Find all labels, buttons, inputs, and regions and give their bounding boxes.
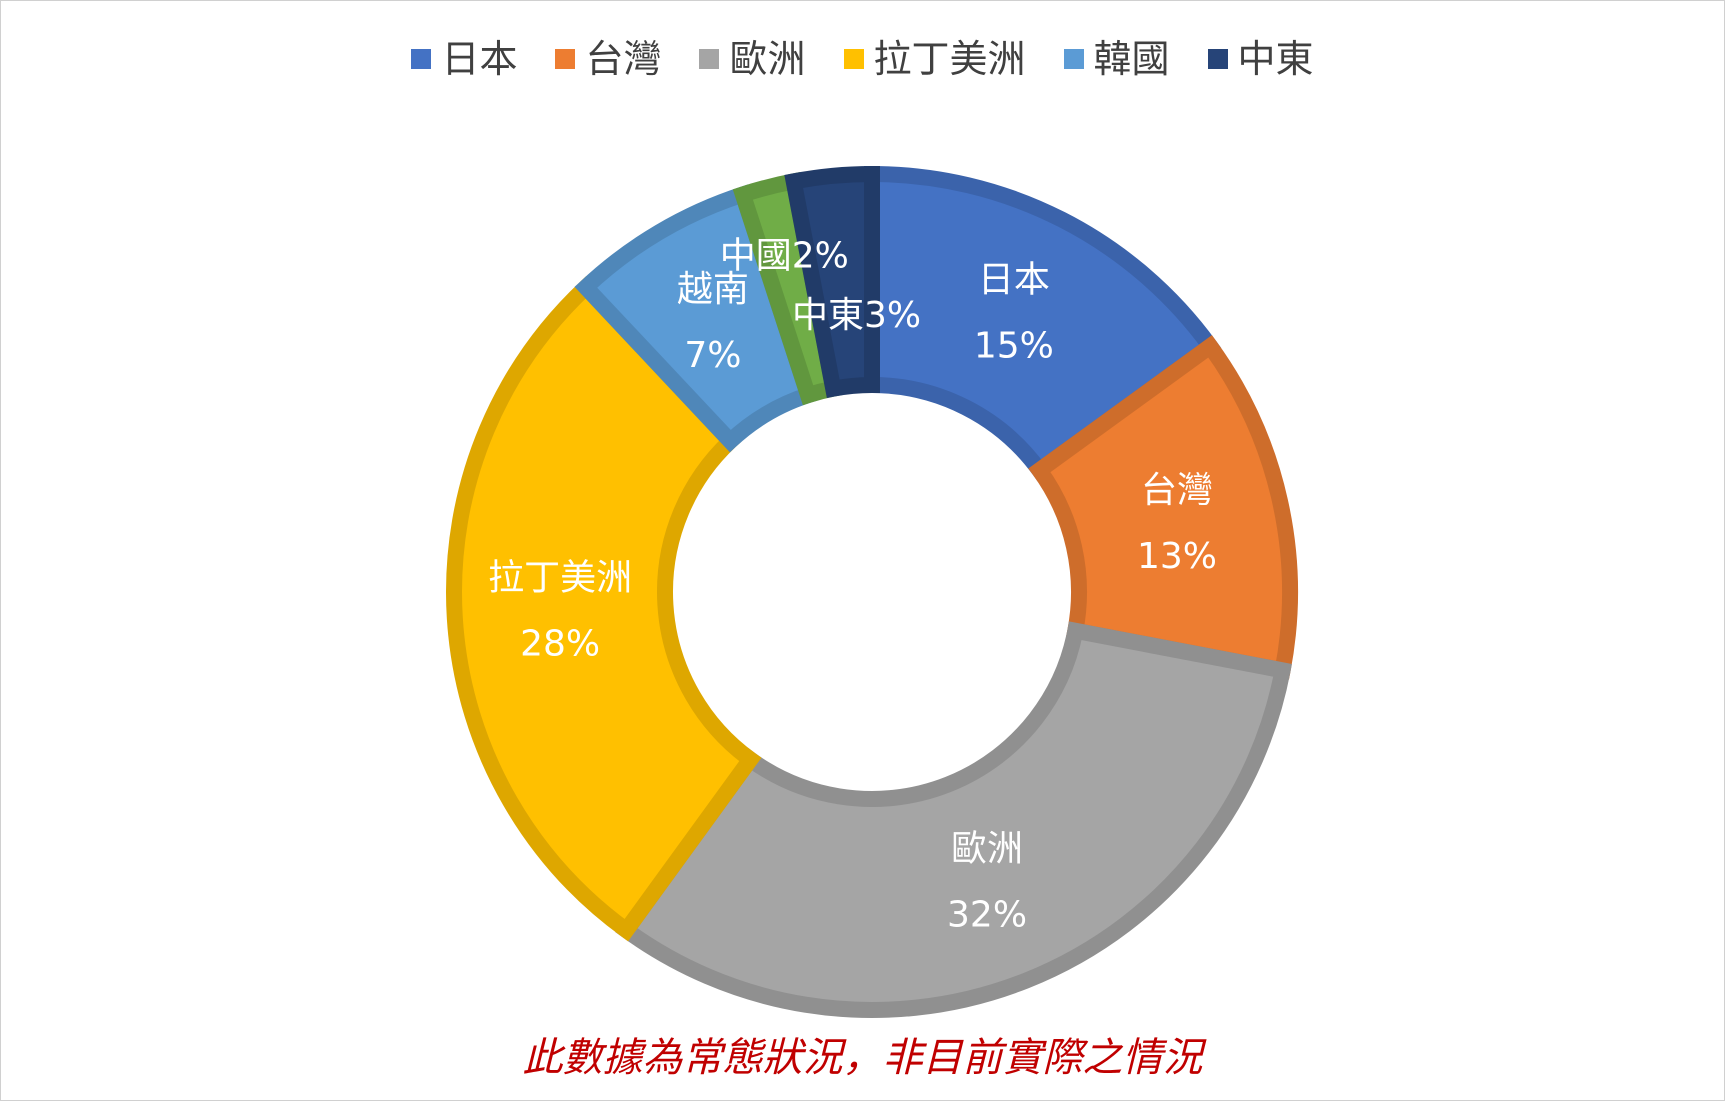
legend-item: 中東 (1207, 37, 1314, 81)
doughnut-slice (864, 165, 1222, 482)
slice-label-percent: 28% (520, 624, 600, 665)
legend-item: 拉丁美洲 (843, 37, 1026, 81)
legend-swatch (1207, 49, 1228, 69)
doughnut-chart: 日本 15% 台灣 13% 歐洲 32% 拉丁美洲 28% 越南 7% 中國2% 中東3% (446, 165, 1298, 1018)
doughnut-slice (1028, 335, 1298, 680)
legend-item: 日本 (411, 40, 517, 78)
doughnut-slice (784, 165, 880, 399)
legend-swatch (555, 49, 576, 69)
legend-label: 中東 (1237, 37, 1314, 81)
slice-label-percent: 13% (1137, 536, 1217, 577)
legend-item: 台灣 (555, 40, 661, 78)
slice-label-category: 歐洲 (951, 829, 1023, 870)
slice-label-category: 日本 (978, 260, 1050, 301)
footnote: 此數據為常態狀況，非目前實際之情況 (522, 1035, 1203, 1081)
legend-item: 韓國 (1063, 37, 1170, 81)
legend-label: 日本 (441, 37, 518, 81)
legend-label: 台灣 (585, 37, 662, 81)
legend-swatch (843, 49, 864, 69)
slice-label-category: 越南 (677, 269, 749, 310)
legend-item: 歐洲 (699, 37, 806, 81)
doughnut-slice (446, 275, 762, 942)
slice-label-percent: 15% (974, 326, 1054, 367)
legend-swatch (1063, 49, 1084, 69)
slice-label: 中國2% (720, 235, 849, 276)
legend-swatch (699, 49, 720, 69)
legend-label: 歐洲 (729, 37, 806, 81)
slice-label-percent: 7% (684, 335, 741, 376)
slice-label-category: 台灣 (1141, 470, 1213, 511)
doughnut-slice (615, 621, 1292, 1018)
legend-label: 拉丁美洲 (873, 37, 1026, 81)
slice-label-category: 拉丁美洲 (488, 558, 632, 599)
slice-label-percent: 32% (947, 895, 1027, 936)
legend-label: 韓國 (1093, 37, 1170, 81)
slice-label: 中東3% (792, 295, 921, 336)
chart-legend: 日本 台灣 歐洲 拉丁美洲 韓國 中東 (0, 40, 1725, 78)
legend-swatch (411, 49, 432, 69)
